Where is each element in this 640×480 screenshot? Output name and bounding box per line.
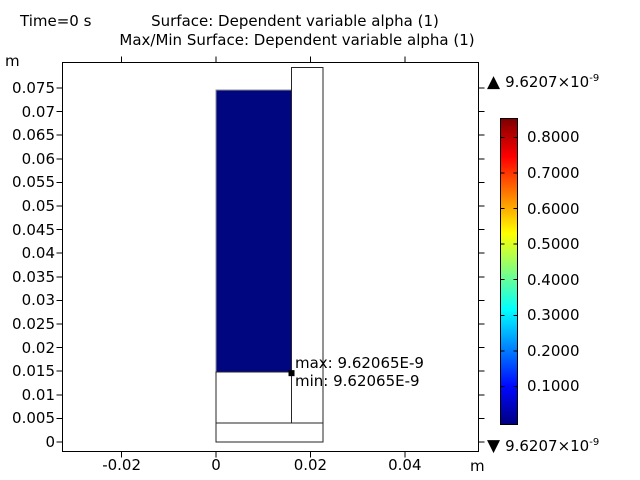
- y-tick-label: 0.07: [21, 102, 55, 121]
- y-tick-label: 0.015: [12, 362, 55, 381]
- colorbar-tick-label: 0.3000: [527, 306, 580, 325]
- y-axis-unit-label: m: [5, 52, 20, 70]
- region-surface-domain: [215, 89, 293, 373]
- colorbar-min-exponent: -9: [589, 437, 600, 448]
- colorbar-gradient-bar: [500, 118, 518, 425]
- min-triangle-icon: ▼: [487, 436, 501, 456]
- y-tick-label: 0.04: [21, 244, 55, 263]
- colorbar-tick-label: 0.5000: [527, 235, 580, 254]
- y-tick-label: 0.025: [12, 315, 55, 333]
- x-axis-unit-label: m: [470, 457, 485, 475]
- y-tick-label: 0.06: [21, 149, 55, 168]
- y-tick-label: 0.05: [21, 197, 55, 215]
- plot-title-line1: Surface: Dependent variable alpha (1): [151, 12, 439, 30]
- colorbar-tick-marks: [500, 136, 518, 387]
- y-tick-label: 0.075: [12, 79, 55, 97]
- colorbar-tick-label: 0.6000: [527, 199, 580, 218]
- region-inner-lower-domain: [215, 371, 293, 424]
- colorbar-tick-label: 0.1000: [527, 377, 580, 396]
- time-label: Time=0 s: [20, 12, 92, 30]
- geometry-regions: [215, 67, 324, 443]
- y-tick-label: 0.065: [12, 126, 55, 145]
- x-tick-label: 0.02: [293, 456, 328, 474]
- y-tick-label: 0.005: [12, 409, 55, 428]
- max-triangle-icon: ▲: [487, 72, 501, 92]
- colorbar-max-value: 9.6207×10: [505, 73, 590, 91]
- colorbar-max-exponent: -9: [589, 73, 600, 84]
- max-value-annotation: max: 9.62065E-9: [295, 354, 424, 372]
- region-casing-base-domain: [215, 422, 324, 443]
- colorbar-min-annotation: ▼ 9.6207×10-9: [487, 434, 599, 455]
- y-tick-label: 0: [45, 433, 55, 451]
- x-tick-label: -0.02: [102, 456, 141, 474]
- colorbar-max-annotation: ▲ 9.6207×10-9: [487, 70, 599, 91]
- region-casing-wall-domain: [291, 67, 324, 424]
- axis-tick-marks: [56, 56, 485, 458]
- plot-title-line2: Max/Min Surface: Dependent variable alph…: [119, 31, 475, 49]
- y-tick-label: 0.035: [12, 267, 55, 286]
- y-tick-label: 0.03: [21, 291, 55, 310]
- x-tick-label: 0: [211, 456, 221, 474]
- y-tick-label: 0.01: [21, 385, 55, 404]
- colorbar-min-value: 9.6207×10: [505, 437, 590, 455]
- min-value-annotation: min: 9.62065E-9: [295, 372, 420, 390]
- colorbar-tick-label: 0.7000: [527, 163, 580, 182]
- colorbar-tick-label: 0.8000: [527, 128, 580, 147]
- x-tick-label: 0.04: [388, 456, 422, 474]
- y-tick-label: 0.045: [12, 220, 55, 239]
- y-tick-label: 0.02: [21, 338, 55, 357]
- colorbar-tick-label: 0.2000: [527, 341, 580, 360]
- y-tick-label: 0.055: [12, 173, 55, 192]
- max-min-point-marker: [288, 370, 295, 377]
- colorbar-tick-label: 0.4000: [527, 270, 580, 289]
